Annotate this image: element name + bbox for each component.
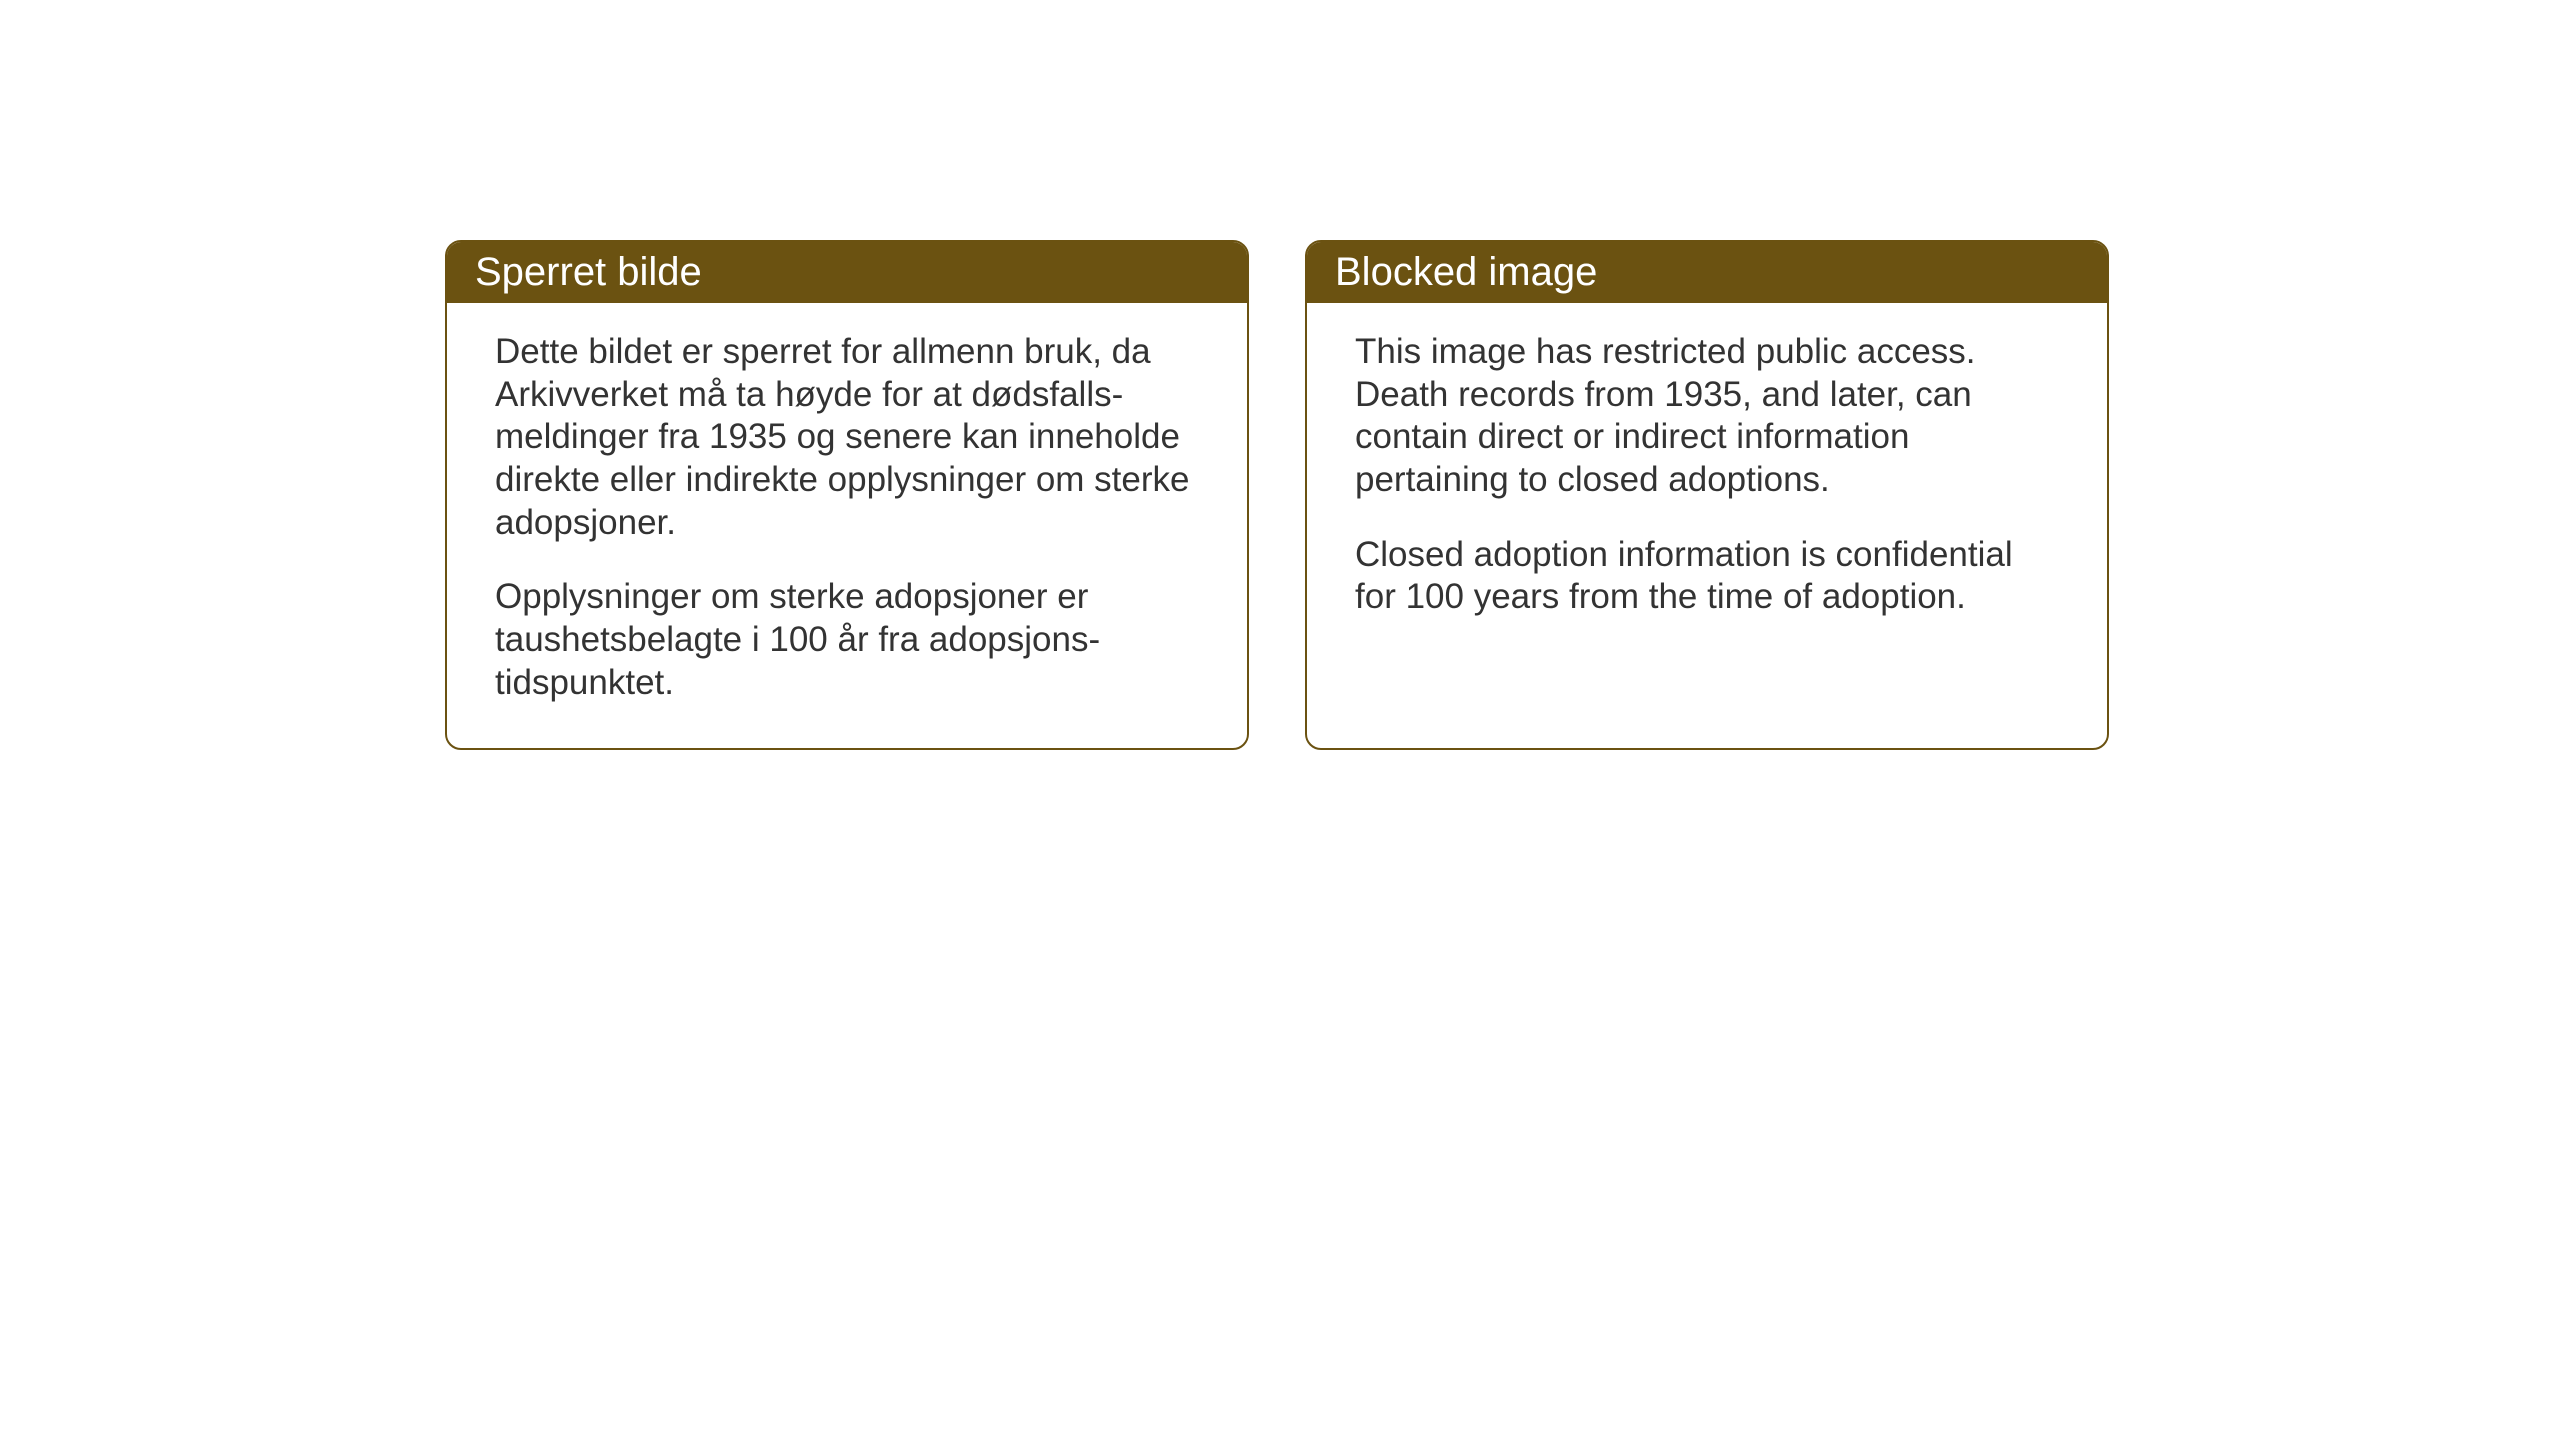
- paragraph-text: Dette bildet er sperret for allmenn bruk…: [495, 331, 1199, 544]
- card-body-english: This image has restricted public access.…: [1307, 303, 2107, 655]
- card-header-norwegian: Sperret bilde: [447, 242, 1247, 303]
- notice-card-norwegian: Sperret bilde Dette bildet er sperret fo…: [445, 240, 1249, 750]
- paragraph-text: Opplysninger om sterke adopsjoner er tau…: [495, 576, 1199, 704]
- notice-container: Sperret bilde Dette bildet er sperret fo…: [445, 240, 2109, 750]
- card-body-norwegian: Dette bildet er sperret for allmenn bruk…: [447, 303, 1247, 741]
- paragraph-text: Closed adoption information is confident…: [1355, 534, 2059, 619]
- paragraph-text: This image has restricted public access.…: [1355, 331, 2059, 502]
- card-header-english: Blocked image: [1307, 242, 2107, 303]
- notice-card-english: Blocked image This image has restricted …: [1305, 240, 2109, 750]
